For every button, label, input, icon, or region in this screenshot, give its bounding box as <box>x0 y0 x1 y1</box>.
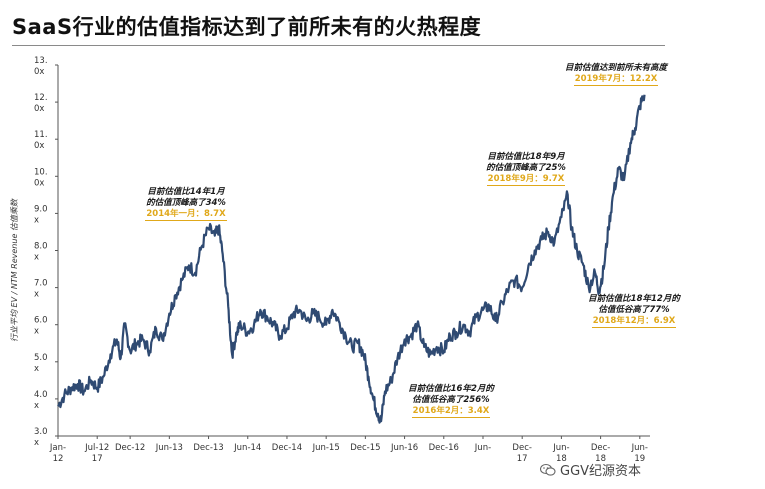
x-tick-label: Dec-13 <box>193 443 223 453</box>
annotation-2019-line1: 目前估值达到前所未有高度 <box>564 63 667 73</box>
annotation-2019: 目前估值达到前所未有高度 2019年7月：12.2X <box>548 63 684 86</box>
x-tick-label: Jun- <box>474 443 491 453</box>
y-tick-label-suffix: x <box>34 401 39 411</box>
x-tick-label: Dec-16 <box>429 443 459 453</box>
annotation-2018-dec-value: 2018年12月：6.9X <box>591 316 677 328</box>
x-tick-label: Dec-12 <box>115 443 145 453</box>
y-tick-label: 4.0 <box>34 390 48 400</box>
x-tick-label: Dec- <box>512 443 532 453</box>
annotation-2014-value: 2014年一月：8.7X <box>145 209 227 221</box>
watermark: GGV纪源资本 <box>540 460 641 479</box>
annotation-2018-dec: 目前估值比18年12月的 估值低谷高了77% 2018年12月：6.9X <box>576 294 692 328</box>
watermark-text: GGV纪源资本 <box>560 464 642 479</box>
title-divider <box>12 45 665 46</box>
y-tick-label-suffix: 0x <box>34 104 44 114</box>
x-tick-label-suffix: 19 <box>634 454 645 464</box>
y-tick-label: 8.0 <box>34 242 48 252</box>
y-tick-label-suffix: x <box>34 327 39 337</box>
annotation-2018-dec-line2: 估值低谷高了77% <box>598 305 670 315</box>
x-tick-label: Jun-16 <box>390 443 418 453</box>
annotation-2016-line2: 估值低谷高了256% <box>412 395 490 405</box>
annotation-2018-sep-line2: 的估值顶峰高了25% <box>486 163 566 173</box>
y-tick-label: 10. <box>34 167 48 177</box>
y-tick-label: 5.0 <box>34 353 48 363</box>
x-tick-label: Dec-15 <box>350 443 380 453</box>
x-tick-label: Dec-14 <box>272 443 302 453</box>
y-tick-label: 6.0 <box>34 316 48 326</box>
y-tick-label-suffix: x <box>34 364 39 374</box>
annotation-2018-dec-line1: 目前估值比18年12月的 <box>588 294 680 304</box>
annotation-2016-value: 2016年2月：3.4X <box>411 406 491 418</box>
annotation-2014-line1: 目前估值比14年1月 <box>147 187 225 197</box>
y-tick-label-suffix: 0x <box>34 67 44 77</box>
y-tick-label: 12. <box>34 93 48 103</box>
x-tick-label: Jun- <box>631 443 648 453</box>
x-tick-label-suffix: 17 <box>517 454 528 464</box>
y-tick-label-suffix: x <box>34 215 39 225</box>
x-tick-label: Jan- <box>49 443 66 453</box>
x-tick-label: Jun-14 <box>233 443 261 453</box>
annotation-2016-line1: 目前估值比16年2月的 <box>408 384 494 394</box>
y-tick-label-suffix: 0x <box>34 178 44 188</box>
y-tick-label: 11. <box>34 130 48 140</box>
y-tick-label: 3.0 <box>34 427 48 437</box>
annotation-2018-sep: 目前估值比18年9月 的估值顶峰高了25% 2018年9月：9.7X <box>470 152 582 186</box>
plot-area <box>57 94 646 424</box>
y-tick-label: 13. <box>34 56 48 66</box>
series-line <box>57 94 646 424</box>
annotation-2019-value: 2019年7月：12.2X <box>573 74 659 86</box>
x-tick-label-suffix: 17 <box>92 454 103 464</box>
page-title: SaaS行业的估值指标达到了前所未有的火热程度 <box>12 15 482 39</box>
wechat-icon <box>540 463 556 476</box>
x-tick-label-suffix: 18 <box>556 454 567 464</box>
annotation-2018-sep-value: 2018年9月：9.7X <box>486 174 566 186</box>
annotation-2014: 目前估值比14年1月 的估值顶峰高了34% 2014年一月：8.7X <box>130 187 242 221</box>
x-tick-label: Jun-13 <box>155 443 183 453</box>
y-tick-label-suffix: x <box>34 253 39 263</box>
x-tick-label: Jun-15 <box>312 443 340 453</box>
y-axis: 13.0x12.0x11.0x10.0x9.0x8.0x7.0x6.0x5.0x… <box>34 56 59 448</box>
x-tick-label: Dec- <box>591 443 611 453</box>
x-tick-label: Jun- <box>552 443 569 453</box>
annotation-2018-sep-line1: 目前估值比18年9月 <box>487 152 565 162</box>
x-tick-label: Jul-12 <box>84 443 109 453</box>
y-tick-label: 9.0 <box>34 204 48 214</box>
annotation-2014-line2: 的估值顶峰高了34% <box>146 198 226 208</box>
y-tick-label-suffix: x <box>34 438 39 448</box>
annotation-2016: 目前估值比16年2月的 估值低谷高了256% 2016年2月：3.4X <box>392 384 510 418</box>
y-tick-label-suffix: 0x <box>34 141 44 151</box>
x-tick-label-suffix: 18 <box>595 454 606 464</box>
y-axis-label: 行业平均 EV / NTM Revenue 估值乘数 <box>10 199 19 342</box>
y-tick-label-suffix: x <box>34 290 39 300</box>
y-tick-label: 7.0 <box>34 279 48 289</box>
x-tick-label-suffix: 12 <box>53 454 64 464</box>
